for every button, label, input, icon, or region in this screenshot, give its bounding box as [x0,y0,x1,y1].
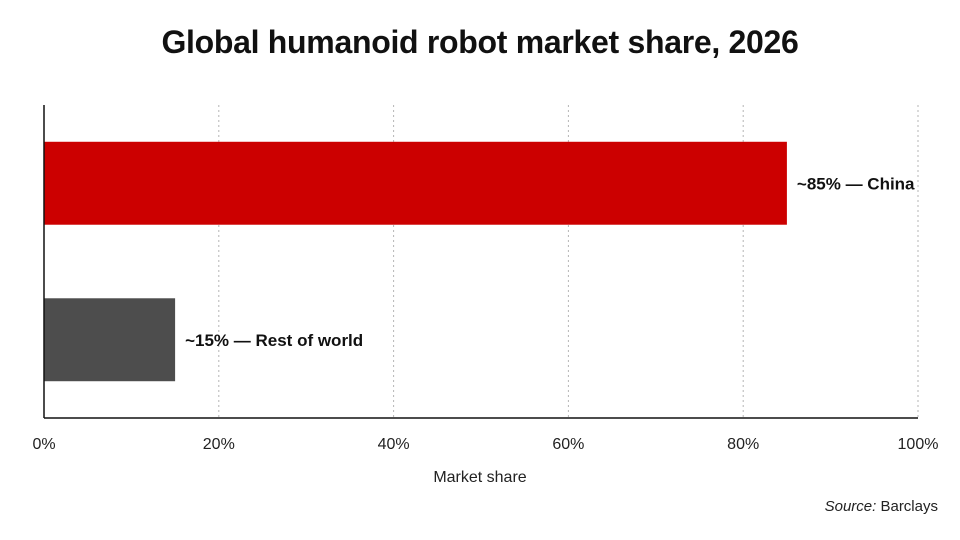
x-tick-label: 20% [203,436,235,453]
bar [44,141,787,225]
bars: ~85% — China ~15% — Rest of world [44,141,915,382]
x-tick-label: 80% [727,436,759,453]
chart-title: Global humanoid robot market share, 2026 [161,24,799,60]
x-tick-label: 40% [378,436,410,453]
gridlines [218,105,919,418]
source-label: Source: [824,498,877,515]
bar-data-label: ~15% — Rest of world [185,331,363,350]
x-tick-label: 0% [32,436,55,453]
bar-data-label: ~85% — China [797,174,915,193]
source-text: Barclays [880,498,938,515]
x-tick-labels: 0% 20% 40% 60% 80% 100% [32,436,938,453]
x-tick-label: 100% [898,436,939,453]
bar [44,298,176,382]
source-note: Source: Barclays [825,498,938,515]
x-tick-label: 60% [552,436,584,453]
x-axis-label: Market share [433,469,526,486]
